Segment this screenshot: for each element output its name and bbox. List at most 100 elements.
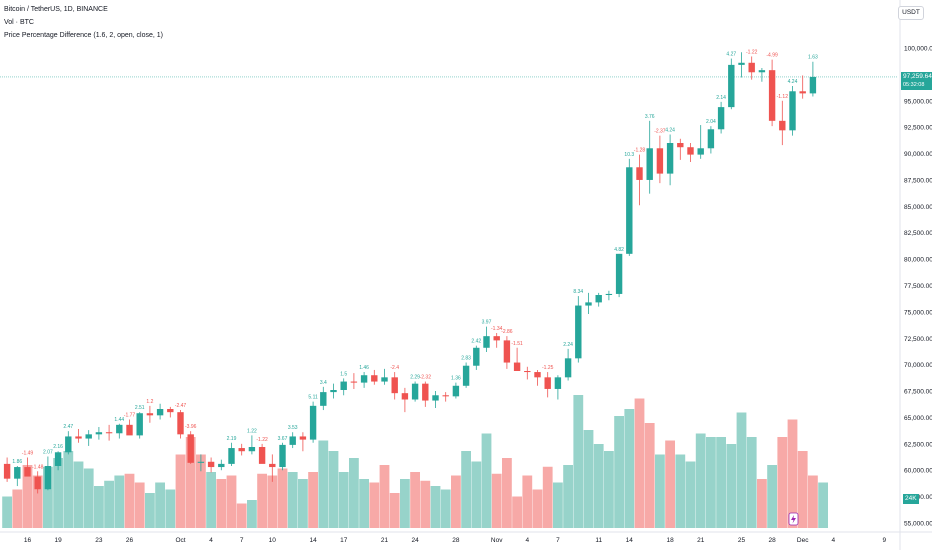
volume-bar bbox=[685, 461, 696, 528]
volume-bar bbox=[767, 465, 777, 528]
candle-body bbox=[503, 340, 511, 363]
volume-bar bbox=[665, 440, 675, 528]
percent-label: -1.12 bbox=[777, 94, 789, 100]
percent-label: -2.47 bbox=[175, 403, 187, 409]
percent-label: -1.25 bbox=[542, 365, 554, 371]
volume-bar bbox=[165, 489, 176, 528]
x-tick-label: 21 bbox=[697, 537, 705, 544]
x-tick-label: 18 bbox=[666, 537, 674, 544]
volume-bar bbox=[420, 480, 431, 528]
percent-label: 1.22 bbox=[247, 428, 257, 434]
x-tick-label: 10 bbox=[269, 537, 277, 544]
percent-label: 4.24 bbox=[665, 128, 675, 134]
candle-body bbox=[105, 432, 113, 434]
x-tick-label: 4 bbox=[209, 537, 213, 544]
volume-bar bbox=[114, 475, 125, 528]
candle-body bbox=[585, 302, 592, 306]
volume-bar bbox=[563, 465, 573, 528]
volume-bar bbox=[716, 437, 726, 528]
volume-bar bbox=[634, 398, 645, 528]
percent-label: -1.34 bbox=[491, 326, 503, 332]
x-tick-label: 4 bbox=[831, 537, 835, 544]
volume-bar bbox=[63, 451, 74, 528]
y-tick-label: 67,500.00 bbox=[904, 389, 932, 396]
x-tick-label: 11 bbox=[595, 537, 602, 544]
candle-body bbox=[95, 432, 103, 435]
candle-body bbox=[177, 412, 184, 435]
x-tick-label: 16 bbox=[24, 537, 32, 544]
last-price: 97,259.64 bbox=[903, 73, 932, 80]
y-tick-label: 82,500.00 bbox=[904, 230, 932, 237]
candle-body bbox=[636, 167, 643, 180]
candle-body bbox=[595, 295, 602, 303]
candle-body bbox=[116, 424, 123, 434]
percent-label: 4.82 bbox=[614, 247, 624, 253]
candle-body bbox=[156, 409, 164, 416]
x-tick-label: 9 bbox=[882, 537, 886, 544]
candle-body bbox=[462, 365, 470, 386]
x-tick-label: Nov bbox=[491, 537, 503, 544]
x-tick-label: 19 bbox=[54, 537, 62, 544]
percent-label: 1.2 bbox=[146, 399, 153, 405]
volume-bar bbox=[726, 444, 737, 528]
volume-bar bbox=[736, 412, 747, 528]
candle-body bbox=[126, 424, 133, 436]
volume-bar bbox=[512, 496, 522, 528]
candle-body bbox=[309, 405, 317, 440]
percent-label: 2.07 bbox=[43, 450, 53, 456]
candle-body bbox=[432, 395, 439, 401]
candle-body bbox=[646, 148, 653, 180]
volume-bar bbox=[175, 454, 186, 528]
volume-bar bbox=[797, 451, 808, 528]
volume-bar bbox=[542, 466, 553, 528]
candle-body bbox=[258, 447, 266, 464]
volume-bar bbox=[247, 500, 257, 528]
volume-bar bbox=[379, 465, 390, 528]
candle-body bbox=[554, 377, 562, 389]
percent-label: 2.47 bbox=[63, 424, 73, 430]
candle-body bbox=[320, 392, 327, 406]
candle-body bbox=[687, 147, 694, 155]
volume-bar bbox=[32, 475, 43, 528]
volume-bar bbox=[196, 454, 206, 528]
candle-body bbox=[146, 413, 154, 416]
candle-body bbox=[14, 467, 21, 479]
y-tick-label: 60,000.00 bbox=[904, 468, 932, 475]
percent-label: -2.37 bbox=[654, 129, 666, 135]
percent-label: 3.4 bbox=[320, 380, 327, 386]
volume-bar bbox=[593, 444, 604, 528]
volume-bar bbox=[73, 461, 84, 528]
volume-bar bbox=[440, 489, 451, 528]
candle-body bbox=[54, 452, 62, 466]
candle-body bbox=[717, 107, 725, 130]
volume-bar bbox=[471, 461, 482, 528]
volume-bar bbox=[675, 454, 686, 528]
candle-body bbox=[279, 444, 286, 468]
volume-bar bbox=[257, 473, 267, 528]
volume-bar bbox=[583, 430, 594, 528]
percent-label: 2.04 bbox=[706, 119, 716, 125]
candle-body bbox=[360, 375, 368, 383]
currency-selector[interactable]: USDT bbox=[898, 6, 924, 20]
candle-body bbox=[626, 167, 633, 254]
volume-bar bbox=[83, 468, 94, 528]
volume-bar bbox=[287, 472, 298, 528]
candle-body bbox=[513, 362, 521, 371]
y-tick-label: 87,500.00 bbox=[904, 177, 932, 184]
volume-bar bbox=[818, 482, 828, 528]
candle-body bbox=[656, 148, 664, 174]
candle-body bbox=[666, 143, 674, 174]
candle-body bbox=[167, 409, 174, 413]
volume-bar bbox=[206, 472, 216, 528]
volume-bar bbox=[573, 395, 584, 528]
percent-label: 1.63 bbox=[808, 55, 818, 61]
percent-label: -1.51 bbox=[511, 341, 523, 347]
volume-bar bbox=[655, 454, 665, 528]
percent-label: 3.76 bbox=[645, 114, 655, 120]
candle-body bbox=[371, 375, 378, 382]
candle-body bbox=[411, 383, 419, 400]
candle-body bbox=[605, 293, 613, 295]
candle-body bbox=[350, 381, 358, 383]
x-tick-label: 28 bbox=[768, 537, 776, 544]
